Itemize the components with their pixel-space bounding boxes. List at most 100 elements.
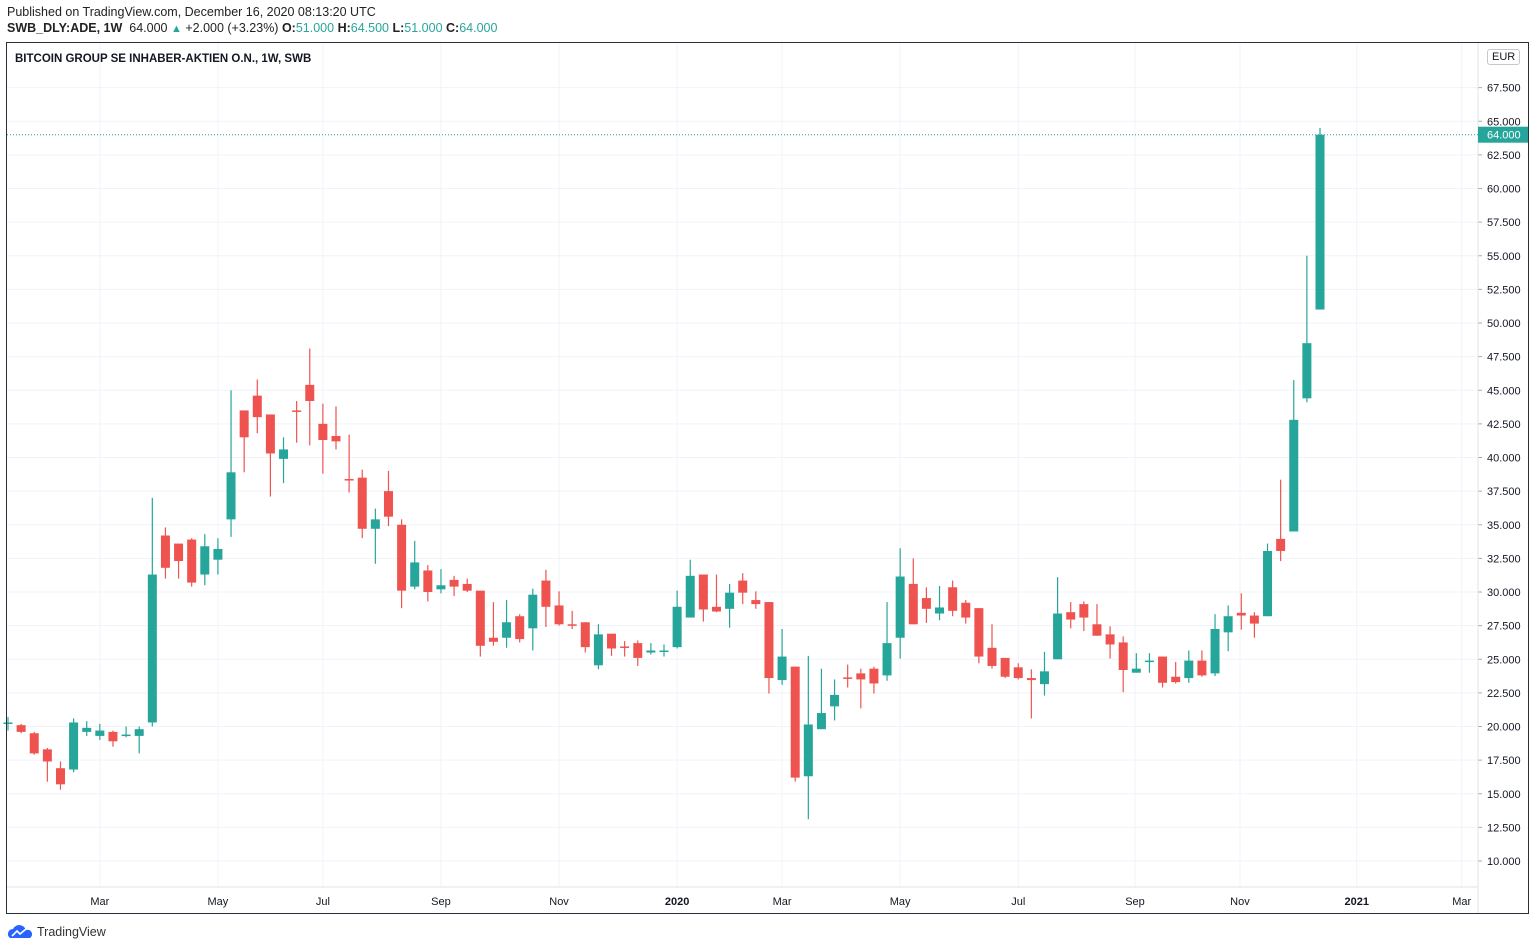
candle-body — [1026, 678, 1036, 681]
candle-body — [1302, 343, 1312, 399]
candle-down — [541, 569, 551, 627]
candle-down — [908, 558, 918, 625]
x-tick-label: 2020 — [665, 896, 689, 908]
candle-body — [16, 725, 26, 732]
candle-body — [1092, 624, 1102, 636]
candle-up — [200, 534, 210, 586]
candle-body — [410, 562, 420, 587]
candle-body — [55, 768, 65, 785]
chart-pane-border — [6, 42, 1529, 914]
candle-down — [580, 622, 590, 653]
candle-down — [423, 565, 433, 602]
candle-body — [357, 477, 367, 529]
candle-up — [685, 559, 695, 618]
candle-down — [462, 578, 472, 592]
candle-body — [174, 543, 184, 562]
candle-up — [279, 437, 289, 484]
candle-down — [174, 543, 184, 579]
y-tick-label: 10.000 — [1487, 856, 1521, 868]
candle-up — [1131, 653, 1141, 673]
y-tick-label: 12.500 — [1487, 822, 1521, 834]
symbol-info-bar: SWB_DLY:ADE, 1W 64.000 ▲ +2.000 (+3.23%)… — [7, 21, 497, 35]
candle-up — [1053, 577, 1063, 660]
candle-body — [1118, 642, 1128, 671]
candle-body — [213, 548, 223, 560]
candle-body — [1053, 613, 1063, 660]
candle-up — [121, 726, 131, 738]
x-tick-label: May — [208, 896, 229, 908]
candle-body — [935, 607, 945, 614]
candle-body — [95, 730, 105, 736]
candle-down — [108, 730, 118, 747]
candle-down — [515, 614, 525, 643]
y-tick-label: 62.500 — [1487, 150, 1521, 162]
candle-body — [987, 647, 997, 666]
candle-up — [935, 585, 945, 621]
candle-down — [711, 574, 721, 613]
candle-body — [383, 491, 393, 517]
candle-body — [593, 634, 603, 666]
candle-body — [974, 608, 984, 657]
candle-up — [882, 602, 892, 681]
candle-up — [1302, 255, 1312, 403]
x-tick-label: Jul — [1011, 896, 1025, 908]
x-tick-label: May — [890, 896, 911, 908]
candle-body — [423, 570, 433, 592]
candle-down — [318, 403, 328, 474]
candle-body — [895, 576, 905, 638]
candle-down — [620, 641, 630, 657]
currency-button[interactable]: EUR — [1487, 49, 1521, 65]
candle-body — [725, 592, 735, 609]
y-tick-label: 37.500 — [1487, 486, 1521, 498]
candle-body — [515, 616, 525, 640]
candle-body — [1197, 660, 1207, 676]
candle-body — [370, 519, 380, 529]
candle-body — [738, 580, 748, 593]
candle-up — [725, 583, 735, 628]
cloud-logo-icon — [7, 925, 33, 938]
candle-body — [449, 579, 459, 587]
candle-body — [711, 606, 721, 612]
candle-body — [1276, 538, 1286, 551]
candle-down — [265, 414, 275, 497]
candle-up — [69, 718, 79, 773]
candle-body — [1184, 660, 1194, 679]
candle-down — [1118, 636, 1128, 693]
candle-body — [567, 624, 577, 626]
candle-down — [187, 538, 197, 587]
candle-body — [1171, 676, 1181, 683]
x-tick-label: 2021 — [1344, 896, 1368, 908]
candle-body — [948, 587, 958, 611]
close-label: C: — [446, 21, 460, 35]
candle-body — [1013, 667, 1023, 679]
candle-up — [1223, 605, 1233, 652]
candle-body — [1223, 616, 1233, 633]
candle-body — [607, 633, 617, 649]
candle-down — [42, 748, 52, 782]
candle-body — [29, 733, 39, 754]
y-tick-label: 65.000 — [1487, 116, 1521, 128]
x-tick-label: Mar — [773, 896, 792, 908]
candle-up — [659, 644, 669, 657]
candle-up — [1263, 543, 1273, 617]
candle-body — [397, 524, 407, 591]
y-tick-label: 30.000 — [1487, 587, 1521, 599]
symbol-name: SWB_DLY:ADE, 1W — [7, 21, 123, 35]
candle-down — [383, 470, 393, 527]
x-tick-label: Mar — [1452, 896, 1471, 908]
candle-down — [948, 580, 958, 617]
candle-body — [3, 722, 13, 724]
candle-down — [843, 664, 853, 688]
candle-down — [397, 519, 407, 609]
candle-body — [462, 583, 472, 591]
tradingview-logo[interactable]: TradingView — [7, 925, 106, 939]
candle-body — [475, 590, 485, 646]
candle-down — [239, 410, 249, 473]
candle-body — [134, 729, 144, 736]
candle-up — [502, 600, 512, 648]
candle-up — [1039, 651, 1049, 696]
candle-down — [1249, 612, 1259, 638]
candle-body — [344, 479, 354, 481]
candle-body — [777, 656, 787, 681]
